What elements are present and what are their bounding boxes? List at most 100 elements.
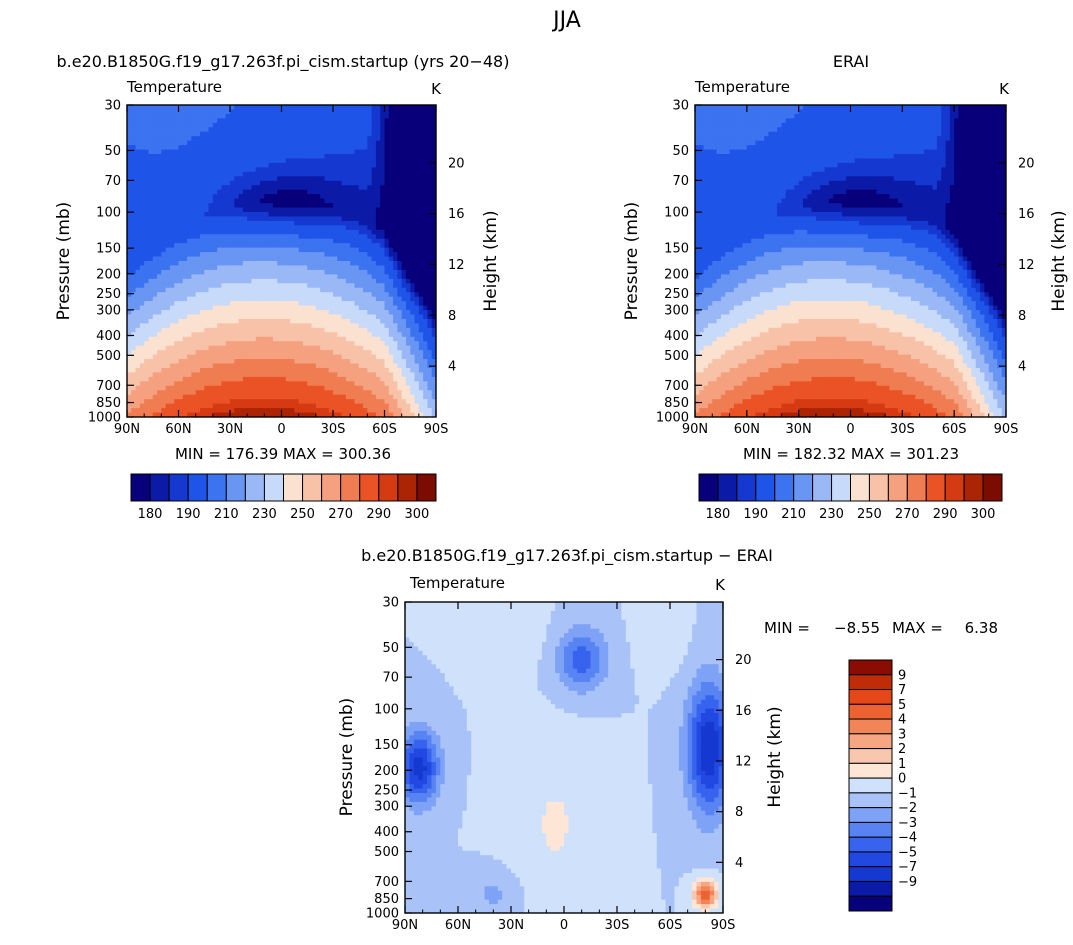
model-field-cell bbox=[148, 283, 154, 289]
model-field-cell bbox=[298, 390, 304, 396]
model-field-cell bbox=[358, 394, 364, 400]
model-field-cell bbox=[230, 301, 235, 307]
model-field-cell bbox=[371, 185, 377, 191]
model-field-cell bbox=[187, 296, 192, 302]
model-field-cell bbox=[401, 211, 407, 218]
model-field-cell bbox=[320, 162, 326, 168]
model-field-cell bbox=[371, 385, 377, 391]
model-field-cell bbox=[418, 113, 424, 119]
model-field-cell bbox=[393, 149, 398, 155]
model-field-cell bbox=[427, 238, 433, 244]
model-field-cell bbox=[251, 207, 257, 213]
model-field-cell bbox=[290, 194, 295, 200]
model-field-cell bbox=[187, 252, 192, 258]
model-field-cell bbox=[307, 261, 313, 267]
model-field-cell bbox=[255, 256, 261, 262]
model-field-cell bbox=[315, 305, 321, 311]
model-field-cell bbox=[311, 274, 317, 280]
model-field-cell bbox=[157, 220, 162, 226]
model-field-cell bbox=[328, 390, 334, 396]
model-field-cell bbox=[264, 256, 270, 262]
model-field-cell bbox=[375, 243, 381, 249]
model-field-cell bbox=[148, 314, 154, 320]
model-field-cell bbox=[358, 301, 364, 307]
model-field-cell bbox=[358, 350, 364, 356]
model-field-cell bbox=[345, 372, 351, 378]
model-field-cell bbox=[371, 167, 377, 173]
model-field-cell bbox=[384, 118, 390, 124]
model-field-cell bbox=[405, 296, 411, 302]
model-field-cell bbox=[328, 211, 334, 218]
model-field-cell bbox=[367, 198, 373, 204]
model-field-cell bbox=[165, 385, 171, 391]
model-field-cell bbox=[169, 412, 175, 417]
model-field-cell bbox=[208, 234, 214, 240]
model-field-cell bbox=[294, 122, 300, 128]
model-field-cell bbox=[139, 376, 145, 382]
model-field-cell bbox=[414, 305, 420, 311]
model-field-cell bbox=[431, 234, 436, 240]
model-field-cell bbox=[401, 287, 407, 293]
model-field-cell bbox=[431, 140, 436, 146]
model-field-cell bbox=[217, 359, 223, 365]
model-field-cell bbox=[131, 225, 137, 231]
model-field-cell bbox=[380, 234, 386, 240]
model-field-cell bbox=[187, 198, 192, 204]
model-field-cell bbox=[380, 367, 386, 374]
model-field-cell bbox=[423, 149, 429, 155]
model-field-cell bbox=[178, 359, 184, 365]
model-field-cell bbox=[315, 310, 321, 316]
model-field-cell bbox=[410, 229, 416, 235]
model-field-cell bbox=[255, 162, 261, 168]
model-field-cell bbox=[139, 180, 145, 186]
model-field-cell bbox=[354, 367, 360, 374]
model-field-cell bbox=[418, 136, 424, 142]
model-field-cell bbox=[345, 305, 351, 311]
model-field-cell bbox=[131, 109, 137, 115]
model-field-cell bbox=[328, 167, 334, 173]
model-field-cell bbox=[152, 185, 158, 191]
model-field-cell bbox=[371, 318, 377, 324]
model-field-cell bbox=[260, 376, 265, 382]
model-field-cell bbox=[221, 247, 227, 253]
model-field-cell bbox=[333, 145, 338, 151]
model-field-cell bbox=[277, 385, 283, 391]
model-field-cell bbox=[375, 278, 381, 284]
model-field-cell bbox=[401, 318, 407, 324]
model-field-cell bbox=[427, 176, 433, 182]
model-field-cell bbox=[337, 198, 343, 204]
model-field-cell bbox=[375, 162, 381, 168]
model-field-cell bbox=[431, 269, 436, 275]
model-field-cell bbox=[410, 225, 416, 231]
model-field-cell bbox=[161, 412, 167, 417]
model-field-cell bbox=[393, 162, 398, 168]
model-field-cell bbox=[290, 122, 295, 128]
model-field-cell bbox=[341, 265, 347, 271]
model-field-cell bbox=[152, 363, 158, 369]
model-field-cell bbox=[152, 269, 158, 275]
model-field-cell bbox=[225, 162, 231, 168]
model-field-cell bbox=[281, 211, 287, 218]
model-field-cell bbox=[337, 318, 343, 324]
model-field-cell bbox=[380, 283, 386, 289]
model-field-cell bbox=[418, 327, 424, 333]
model-field-cell bbox=[341, 203, 347, 209]
model-field-cell bbox=[281, 127, 287, 133]
model-field-cell bbox=[268, 269, 274, 275]
model-field-cell bbox=[380, 265, 386, 271]
model-field-cell bbox=[290, 158, 295, 164]
model-field-cell bbox=[333, 394, 338, 400]
model-field-cell bbox=[178, 140, 184, 146]
model-field-cell bbox=[320, 350, 326, 356]
model-field-cell bbox=[255, 154, 261, 160]
model-field-cell bbox=[251, 314, 257, 320]
model-field-cell bbox=[148, 180, 154, 186]
model-field-cell bbox=[290, 305, 295, 311]
model-field-cell bbox=[238, 109, 244, 115]
model-field-cell bbox=[427, 109, 433, 115]
model-field-cell bbox=[405, 261, 411, 267]
model-field-cell bbox=[221, 167, 227, 173]
model-field-cell bbox=[217, 109, 223, 115]
model-field-cell bbox=[380, 354, 386, 360]
model-field-cell bbox=[393, 113, 398, 119]
